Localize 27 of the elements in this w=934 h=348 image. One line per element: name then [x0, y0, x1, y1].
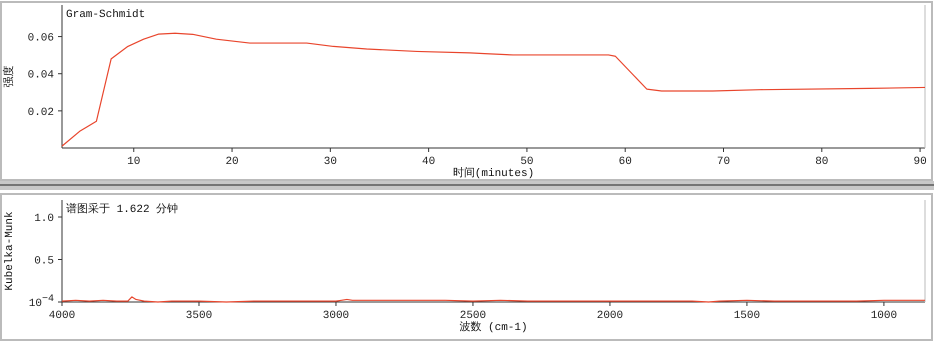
x-tick-label: 4000 — [48, 310, 76, 322]
x-tick-label: 70 — [716, 156, 730, 168]
x-tick-label: 10 — [127, 156, 140, 168]
x-tick-label: 30 — [324, 156, 337, 168]
x-tick-label: 2000 — [596, 310, 624, 322]
y-axis-title: Kubelka-Munk — [4, 211, 16, 291]
x-tick-label: 80 — [815, 156, 828, 168]
x-tick-label: 20 — [225, 156, 239, 168]
x-tick-label: 2500 — [460, 310, 486, 322]
y-tick-label: 0.5 — [34, 256, 54, 268]
x-tick-label: 40 — [422, 156, 436, 168]
chart-title: Gram-Schmidt — [66, 9, 146, 21]
y-tick-label: 0.02 — [28, 106, 54, 119]
x-tick-label: 1000 — [870, 310, 898, 322]
x-tick-label: 50 — [520, 156, 534, 168]
x-axis-title: 波数 (cm-1) — [459, 320, 528, 334]
x-axis-title: 时间(minutes) — [452, 166, 534, 180]
y-tick-label: 1.0 — [34, 213, 54, 225]
x-tick-label: 1500 — [734, 310, 760, 322]
y-tick-label: 0.04 — [28, 70, 54, 82]
y-axis-title: 强度 — [2, 66, 16, 88]
x-tick-label: 3000 — [322, 310, 350, 322]
chart-title: 谱图采于 1.622 分钟 — [66, 202, 178, 216]
x-tick-label: 90 — [913, 156, 927, 168]
y-tick-label: 0.06 — [28, 32, 54, 45]
x-tick-label: 3500 — [186, 310, 212, 322]
x-tick-label: 60 — [618, 156, 632, 168]
